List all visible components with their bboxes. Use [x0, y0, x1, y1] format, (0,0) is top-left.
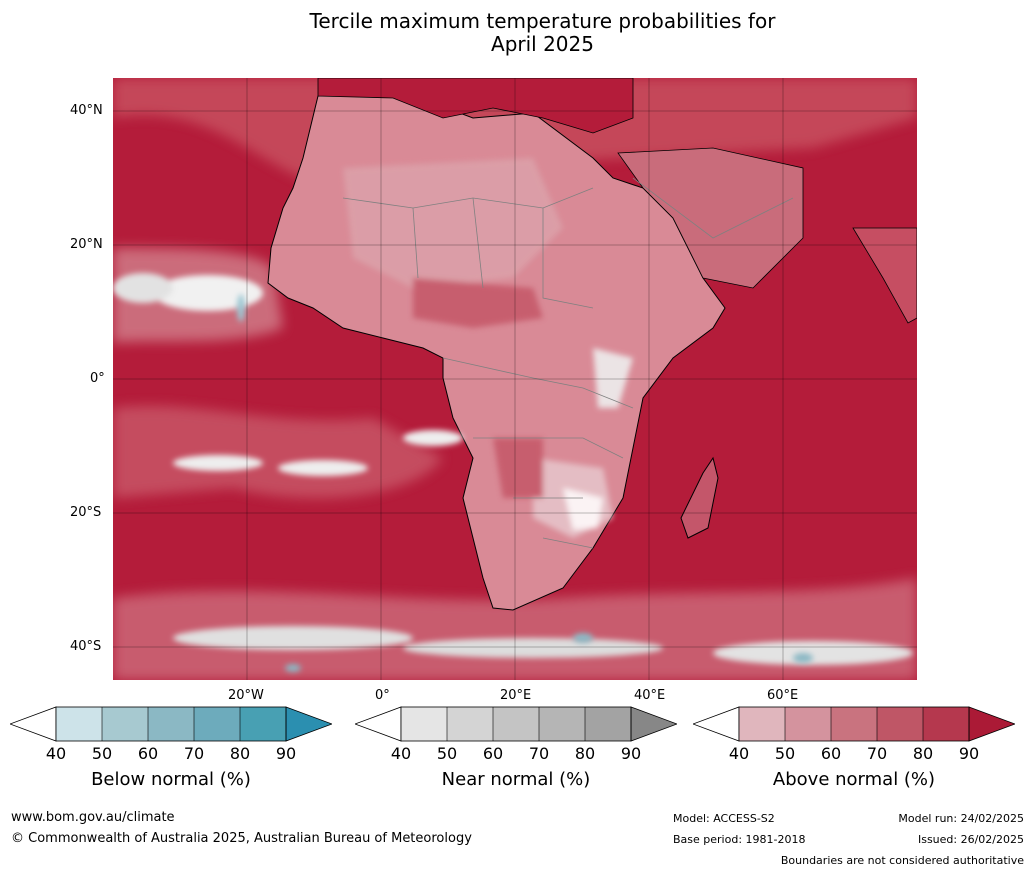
tick-near-90: 90 [620, 744, 642, 763]
tick-near-40: 40 [390, 744, 412, 763]
lat-label-20s: 20°S [70, 505, 102, 520]
tick-above-90: 90 [958, 744, 980, 763]
tick-above-60: 60 [820, 744, 842, 763]
colorbar-above-seg-60 [831, 707, 877, 741]
colorbar-above-seg-40 [739, 707, 785, 741]
base-period-text: Base period: 1981-2018 [673, 833, 806, 846]
tick-below-60: 60 [137, 744, 159, 763]
colorbar-below-seg-40 [56, 707, 102, 741]
model-run-text: Model run: 24/02/2025 [898, 812, 1024, 825]
model-text: Model: ACCESS-S2 [673, 812, 775, 825]
title-line-2: April 2025 [491, 32, 594, 56]
colorbar-near-seg-60 [493, 707, 539, 741]
colorbar-above-high-extend [968, 706, 1015, 742]
lon-label-20e: 20°E [500, 688, 532, 703]
tick-above-50: 50 [774, 744, 796, 763]
lat-label-40s: 40°S [70, 639, 102, 654]
colorbar-below-high-extend [285, 706, 332, 742]
tick-below-40: 40 [45, 744, 67, 763]
tick-below-80: 80 [229, 744, 251, 763]
india-landmass [852, 227, 917, 324]
near-normal-patches [113, 273, 913, 665]
probability-map [113, 78, 917, 680]
tick-near-50: 50 [436, 744, 458, 763]
tick-below-70: 70 [183, 744, 205, 763]
country-boundaries [342, 177, 794, 549]
colorbar-below-label: Below normal (%) [91, 769, 251, 790]
colorbar-near-high-extend [630, 706, 677, 742]
colorbar-above-seg-70 [877, 707, 923, 741]
website-link[interactable]: www.bom.gov.au/climate [11, 810, 175, 825]
tick-above-80: 80 [912, 744, 934, 763]
lat-label-equator: 0° [90, 371, 105, 386]
graticule [113, 78, 917, 680]
colorbar-near-seg-70 [539, 707, 585, 741]
tick-above-70: 70 [866, 744, 888, 763]
colorbar-near-low-extend [355, 706, 402, 742]
disclaimer-text: Boundaries are not considered authoritat… [780, 854, 1024, 867]
lon-label-20w: 20°W [228, 688, 264, 703]
lat-label-40n: 40°N [70, 103, 103, 118]
tick-below-90: 90 [275, 744, 297, 763]
colorbar-above [693, 706, 1015, 742]
issued-text: Issued: 26/02/2025 [917, 833, 1024, 846]
colorbar-near-seg-80 [585, 707, 631, 741]
africa-interior-shading [343, 158, 633, 538]
lon-label-0: 0° [375, 688, 390, 703]
colorbar-near-label: Near normal (%) [441, 769, 591, 790]
map-title: Tercile maximum temperature probabilitie… [0, 10, 1035, 56]
europe-landmass [317, 78, 634, 134]
colorbar-below-seg-60 [148, 707, 194, 741]
colorbar-above-seg-80 [923, 707, 969, 741]
lat-label-20n: 20°N [70, 237, 103, 252]
tick-below-50: 50 [91, 744, 113, 763]
colorbar-below-seg-80 [240, 707, 286, 741]
title-line-1: Tercile maximum temperature probabilitie… [309, 9, 776, 33]
below-normal-patches [237, 294, 813, 672]
tick-near-80: 80 [574, 744, 596, 763]
lon-label-60e: 60°E [767, 688, 799, 703]
tick-near-60: 60 [482, 744, 504, 763]
lon-label-40e: 40°E [634, 688, 666, 703]
colorbar-below-seg-70 [194, 707, 240, 741]
colorbar-below-low-extend [10, 706, 57, 742]
madagascar [680, 456, 719, 539]
colorbar-below-seg-50 [102, 707, 148, 741]
colorbar-above-seg-50 [785, 707, 831, 741]
tick-near-70: 70 [528, 744, 550, 763]
tick-above-40: 40 [728, 744, 750, 763]
arabia-landmass [617, 147, 804, 289]
copyright-text: © Commonwealth of Australia 2025, Austra… [11, 831, 472, 846]
colorbar-above-label: Above normal (%) [772, 769, 936, 790]
colorbar-near-seg-50 [447, 707, 493, 741]
colorbar-near [355, 706, 677, 742]
colorbar-below [10, 706, 332, 742]
colorbar-above-low-extend [693, 706, 740, 742]
colorbar-near-seg-40 [401, 707, 447, 741]
